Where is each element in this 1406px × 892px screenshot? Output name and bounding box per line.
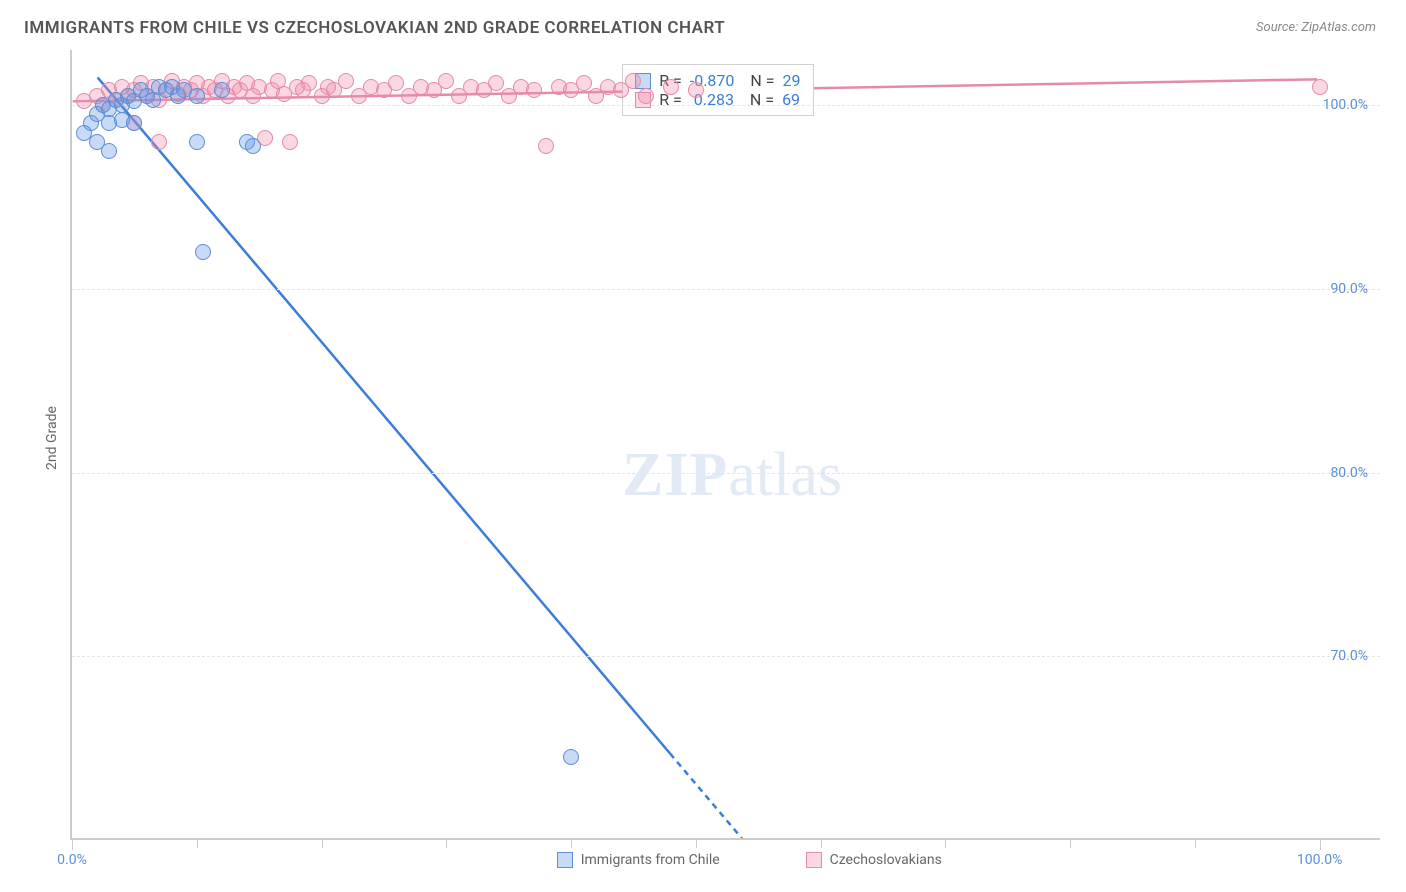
x-tick xyxy=(571,838,572,848)
data-point-czech xyxy=(438,73,454,89)
x-tick xyxy=(945,838,946,848)
stats-row-chile: R = -0.870 N = 29 xyxy=(635,71,800,90)
y-tick-label: 90.0% xyxy=(1330,281,1368,297)
data-point-czech xyxy=(625,73,641,89)
bottom-legend-czech: Czechoslovakians xyxy=(806,852,942,868)
x-tick xyxy=(446,838,447,848)
watermark-bold: ZIP xyxy=(622,441,728,509)
x-tick-label: 100.0% xyxy=(1297,852,1342,868)
gridline xyxy=(72,289,1380,290)
swatch-chile xyxy=(557,852,573,868)
plot-area: ZIPatlas R = -0.870 N = 29 R = 0.283 N =… xyxy=(70,50,1380,840)
data-point-czech xyxy=(282,134,298,150)
x-tick xyxy=(696,838,697,848)
data-point-chile xyxy=(101,143,117,159)
y-tick-label: 100.0% xyxy=(1323,97,1368,113)
data-point-chile xyxy=(126,115,142,131)
series-label-chile: Immigrants from Chile xyxy=(581,852,720,868)
bottom-legend-chile: Immigrants from Chile xyxy=(557,852,720,868)
data-point-czech xyxy=(1312,79,1328,95)
gridline xyxy=(72,105,1380,106)
data-point-chile xyxy=(245,138,261,154)
n-label: N = xyxy=(742,71,774,90)
data-point-chile xyxy=(195,244,211,260)
data-point-chile xyxy=(214,82,230,98)
series-label-czech: Czechoslovakians xyxy=(830,852,942,868)
n-value-chile: 29 xyxy=(783,71,801,90)
watermark: ZIPatlas xyxy=(622,440,842,511)
x-tick xyxy=(322,838,323,848)
y-axis-label: 2nd Grade xyxy=(44,406,60,470)
source-label: Source: ZipAtlas.com xyxy=(1256,20,1376,35)
data-point-czech xyxy=(538,138,554,154)
x-tick xyxy=(197,838,198,848)
swatch-czech xyxy=(806,852,822,868)
x-tick xyxy=(1320,838,1321,850)
x-tick xyxy=(1070,838,1071,848)
data-point-czech xyxy=(526,82,542,98)
data-point-czech xyxy=(488,75,504,91)
data-point-czech xyxy=(151,134,167,150)
data-point-czech xyxy=(663,79,679,95)
x-tick xyxy=(1195,838,1196,848)
watermark-rest: atlas xyxy=(728,441,842,509)
data-point-czech xyxy=(688,82,704,98)
x-tick xyxy=(72,838,73,850)
data-point-czech xyxy=(638,88,654,104)
regression-lines xyxy=(72,50,1380,838)
data-point-czech xyxy=(338,73,354,89)
y-tick-label: 70.0% xyxy=(1330,648,1368,664)
x-tick-label: 0.0% xyxy=(57,852,87,868)
data-point-chile xyxy=(563,749,579,765)
data-point-czech xyxy=(388,75,404,91)
data-point-czech xyxy=(301,75,317,91)
data-point-chile xyxy=(189,134,205,150)
n-label: N = xyxy=(742,90,774,109)
gridline xyxy=(72,656,1380,657)
y-tick-label: 80.0% xyxy=(1330,465,1368,481)
gridline xyxy=(72,473,1380,474)
chart-title: IMMIGRANTS FROM CHILE VS CZECHOSLOVAKIAN… xyxy=(24,18,725,38)
x-tick xyxy=(821,838,822,848)
data-point-czech xyxy=(576,75,592,91)
n-value-czech: 69 xyxy=(782,90,800,109)
stats-row-czech: R = 0.283 N = 69 xyxy=(635,90,800,109)
data-point-chile xyxy=(189,88,205,104)
